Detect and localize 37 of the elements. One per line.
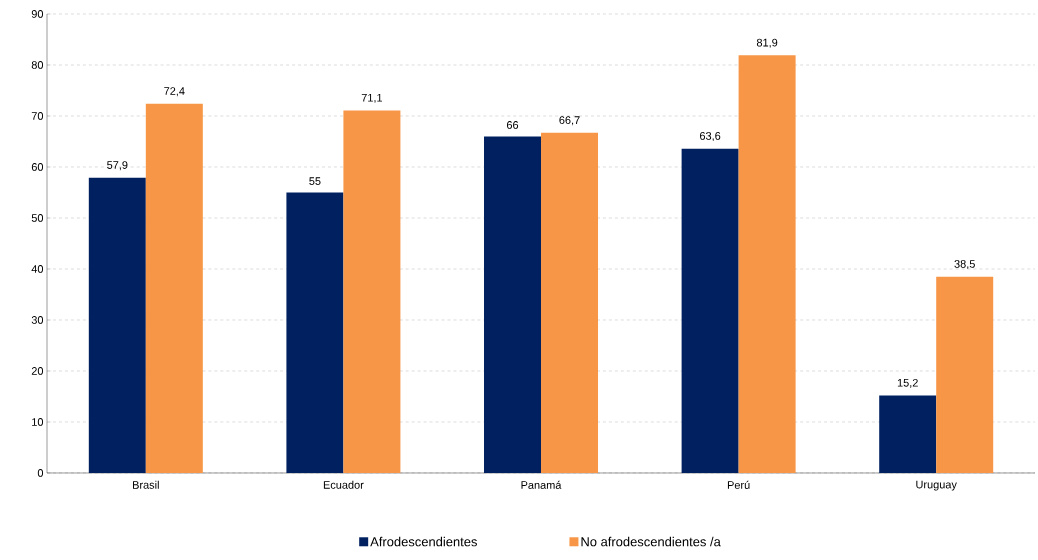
y-tick-label: 0 [37, 469, 44, 477]
x-tick-label: Panamá [521, 480, 562, 489]
y-tick-label: 60 [31, 163, 44, 171]
data-label: 38,5 [954, 260, 975, 270]
legend-label: No afrodescendientes /a [581, 536, 721, 547]
bar [879, 395, 937, 473]
x-tick-label: Uruguay [916, 480, 957, 491]
bar [88, 177, 146, 473]
x-tick-label: Brasil [133, 480, 159, 489]
bar [738, 55, 796, 473]
y-tick-label: 30 [31, 316, 44, 324]
bar [936, 276, 994, 473]
y-tick-label: 20 [31, 367, 44, 375]
bar [541, 132, 599, 473]
data-label: 66 [506, 121, 519, 129]
y-tick-label: 70 [31, 112, 44, 120]
data-label: 72,4 [164, 87, 185, 97]
data-label: 66,7 [559, 116, 580, 126]
data-label: 71,1 [361, 93, 383, 103]
bar [343, 110, 401, 473]
data-label: 55 [309, 177, 321, 185]
y-tick-label: 10 [32, 418, 44, 426]
y-tick-label: 40 [31, 265, 44, 273]
legend-label: Afrodescendientes [370, 536, 477, 547]
bar [681, 148, 739, 473]
data-label: 81,9 [756, 38, 778, 48]
bar [484, 136, 542, 473]
x-tick-label: Ecuador [323, 480, 364, 489]
data-label: 15,2 [897, 378, 918, 388]
bar [286, 192, 344, 473]
bar [145, 103, 203, 473]
y-tick-label: 90 [31, 10, 44, 18]
data-label: 63,6 [700, 132, 721, 142]
data-label: 57,9 [107, 161, 128, 171]
y-tick-label: 50 [31, 214, 44, 222]
x-tick-label: Perú [727, 480, 750, 489]
y-tick-label: 80 [31, 61, 44, 69]
